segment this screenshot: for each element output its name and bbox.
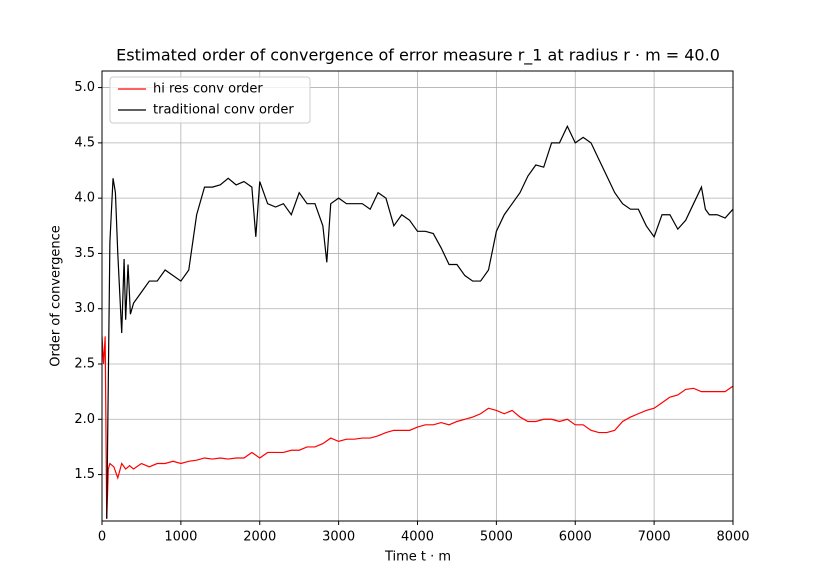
x-tick-label: 2000 bbox=[243, 530, 276, 545]
x-tick-label: 8000 bbox=[716, 530, 749, 545]
series-line bbox=[102, 336, 733, 519]
x-tick-label: 4000 bbox=[401, 530, 434, 545]
y-tick-label: 2.0 bbox=[74, 412, 95, 427]
series-line bbox=[106, 124, 733, 519]
y-tick-label: 3.0 bbox=[74, 301, 95, 316]
legend-box bbox=[109, 76, 311, 124]
y-axis-label: Order of convergence bbox=[49, 225, 64, 367]
x-tick-label: 6000 bbox=[559, 530, 592, 545]
x-tick-label: 1000 bbox=[164, 530, 197, 545]
x-tick-label: 5000 bbox=[480, 530, 513, 545]
x-axis-label: Time t · m bbox=[384, 550, 451, 565]
x-tick-label: 7000 bbox=[638, 530, 671, 545]
x-tick-label: 3000 bbox=[322, 530, 355, 545]
y-tick-label: 4.5 bbox=[74, 135, 95, 150]
y-tick-label: 2.5 bbox=[74, 356, 95, 371]
y-tick-label: 1.5 bbox=[74, 467, 95, 482]
legend-label: traditional conv order bbox=[153, 103, 294, 118]
plot-frame bbox=[101, 70, 734, 522]
x-tick-label: 0 bbox=[98, 530, 106, 545]
legend-label: hi res conv order bbox=[153, 82, 263, 97]
y-tick-label: 3.5 bbox=[74, 246, 95, 261]
chart-title: Estimated order of convergence of error … bbox=[116, 46, 720, 66]
y-tick-label: 4.0 bbox=[74, 191, 95, 206]
y-tick-label: 5.0 bbox=[74, 80, 95, 95]
